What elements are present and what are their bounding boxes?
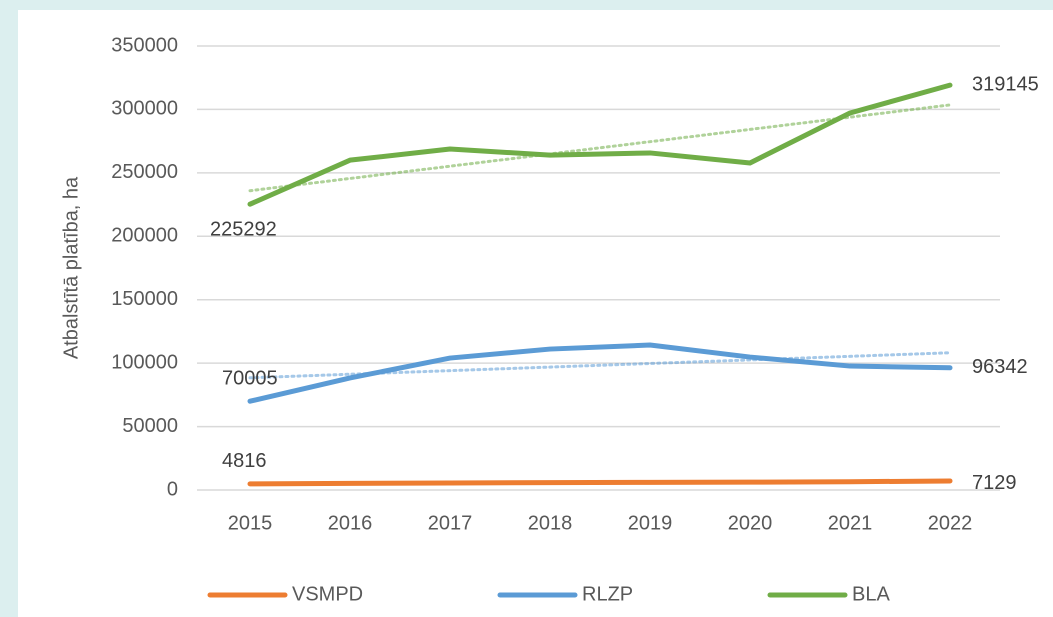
x-tick-label: 2016 (328, 512, 373, 534)
x-tick-label: 2017 (428, 512, 473, 534)
y-axis-label: Atbalstītā platība, ha (60, 176, 82, 359)
y-tick-label: 200000 (111, 225, 178, 247)
y-tick-label: 50000 (122, 415, 178, 437)
y-tick-label: 100000 (111, 351, 178, 373)
x-tick-label: 2021 (828, 512, 873, 534)
x-tick-label: 2022 (928, 512, 973, 534)
y-tick-label: 0 (167, 478, 178, 500)
series-line (247, 478, 953, 487)
data-label: 319145 (972, 73, 1039, 95)
legend-label: BLA (852, 583, 890, 605)
x-tick-label: 2018 (528, 512, 573, 534)
y-tick-label: 150000 (111, 288, 178, 310)
data-label: 4816 (222, 450, 267, 472)
series-line (247, 342, 953, 404)
legend-label: RLZP (582, 583, 633, 605)
x-tick-label: 2020 (728, 512, 773, 534)
y-tick-label: 300000 (111, 98, 178, 120)
y-tick-label: 350000 (111, 34, 178, 56)
x-tick-label: 2019 (628, 512, 673, 534)
series-line (247, 82, 953, 207)
legend-label: VSMPD (292, 583, 363, 605)
data-label: 225292 (210, 218, 277, 240)
y-tick-label: 250000 (111, 161, 178, 183)
data-label: 70005 (222, 367, 278, 389)
data-label: 7129 (972, 472, 1017, 494)
x-tick-label: 2015 (228, 512, 273, 534)
data-label: 96342 (972, 356, 1028, 378)
chart-background (18, 10, 1053, 617)
